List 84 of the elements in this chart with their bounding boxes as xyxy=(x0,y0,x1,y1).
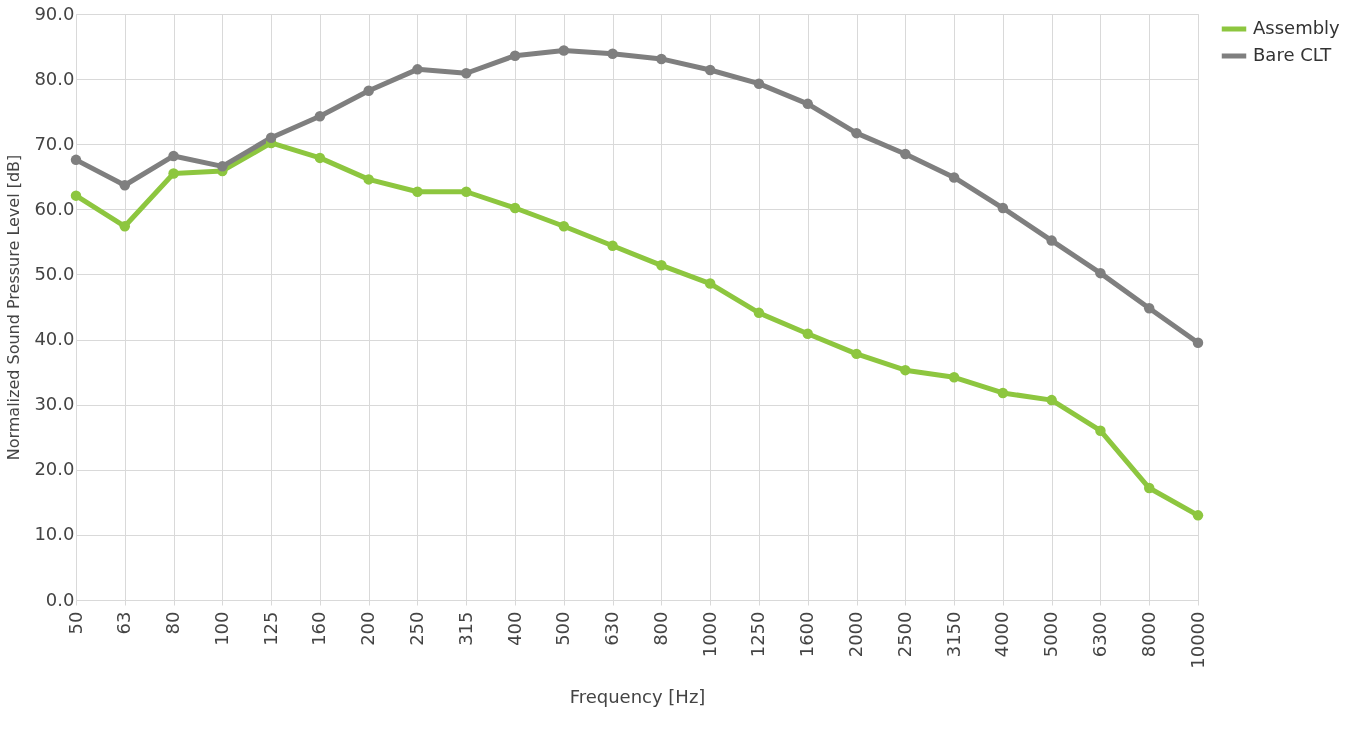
point xyxy=(607,48,618,59)
point xyxy=(1046,235,1057,246)
x-tick-label: 2500 xyxy=(893,611,915,658)
point xyxy=(607,240,618,252)
y-axis-title: Normalized Sound Pressure Level [dB] xyxy=(4,154,24,461)
x-tick-label: 63 xyxy=(113,611,135,635)
point xyxy=(851,348,862,360)
x-tick-label: 500 xyxy=(552,611,574,646)
x-tick-label: 6300 xyxy=(1088,611,1110,658)
point xyxy=(558,221,570,232)
point xyxy=(704,64,716,76)
point xyxy=(1192,510,1204,521)
y-tick-label: 20.0 xyxy=(34,458,75,480)
y-tick-label: 80.0 xyxy=(34,67,75,89)
point xyxy=(656,53,667,65)
x-tick-label: 200 xyxy=(357,611,379,646)
x-axis-title: Frequency [Hz] xyxy=(569,685,706,707)
point xyxy=(1095,425,1106,436)
x-tick-label: 4000 xyxy=(991,611,1013,658)
x-tick-label: 1250 xyxy=(747,611,769,658)
x-tick-label: 100 xyxy=(210,611,232,646)
y-tick-label: 60.0 xyxy=(34,197,75,219)
point xyxy=(558,45,570,56)
point xyxy=(509,50,521,61)
point xyxy=(363,85,374,97)
point xyxy=(217,161,228,172)
x-tick-label: 10000 xyxy=(1186,611,1208,669)
point xyxy=(461,186,472,197)
y-tick-label: 70.0 xyxy=(34,132,75,154)
y-tick-label: 50.0 xyxy=(34,262,75,284)
x-tick-label: 250 xyxy=(405,611,427,646)
y-tick-label: 30.0 xyxy=(34,393,75,415)
point xyxy=(802,98,813,110)
y-tick-label: 90.0 xyxy=(34,2,75,24)
x-tick-label: 3150 xyxy=(942,611,964,658)
point xyxy=(997,387,1009,399)
point xyxy=(753,78,765,89)
point xyxy=(704,278,716,289)
point xyxy=(802,328,813,339)
point xyxy=(900,148,911,160)
point xyxy=(1095,267,1106,279)
y-tick-label: 10.0 xyxy=(34,523,75,545)
point xyxy=(265,132,277,143)
x-tick-label: 800 xyxy=(649,611,671,646)
x-tick-label: 400 xyxy=(503,611,525,646)
point xyxy=(412,64,423,75)
legend-label: Bare CLT xyxy=(1253,44,1333,65)
point xyxy=(900,364,911,376)
point xyxy=(119,180,131,191)
point xyxy=(168,168,179,179)
point xyxy=(851,127,862,139)
point xyxy=(1143,482,1155,494)
x-tick-label: 630 xyxy=(601,611,623,646)
point xyxy=(461,68,472,79)
y-tick-label: 0.0 xyxy=(45,588,75,610)
point xyxy=(948,172,960,183)
x-tick-label: 160 xyxy=(308,611,330,646)
x-tick-label: 50 xyxy=(64,611,86,635)
point xyxy=(753,307,765,319)
point xyxy=(168,150,179,162)
x-tick-label: 125 xyxy=(259,611,281,646)
point xyxy=(314,110,326,122)
x-tick-label: 315 xyxy=(454,611,476,646)
x-tick-label: 1600 xyxy=(796,611,818,658)
x-tick-label: 1000 xyxy=(698,611,720,658)
y-tick-label: 40.0 xyxy=(34,328,75,350)
x-tick-label: 80 xyxy=(162,611,184,635)
point xyxy=(119,221,131,232)
x-tick-label: 5000 xyxy=(1040,611,1062,658)
point xyxy=(656,260,667,271)
point xyxy=(997,202,1009,214)
point xyxy=(509,202,521,214)
point xyxy=(1192,337,1204,349)
point xyxy=(1143,303,1155,314)
legend-label: Assembly xyxy=(1253,17,1341,38)
point xyxy=(1046,394,1057,406)
point xyxy=(363,174,374,185)
point xyxy=(412,186,423,197)
point xyxy=(70,190,82,201)
point xyxy=(314,152,326,164)
x-tick-label: 2000 xyxy=(845,611,867,658)
point xyxy=(70,154,82,166)
point xyxy=(948,372,960,383)
x-tick-label: 8000 xyxy=(1137,611,1159,658)
